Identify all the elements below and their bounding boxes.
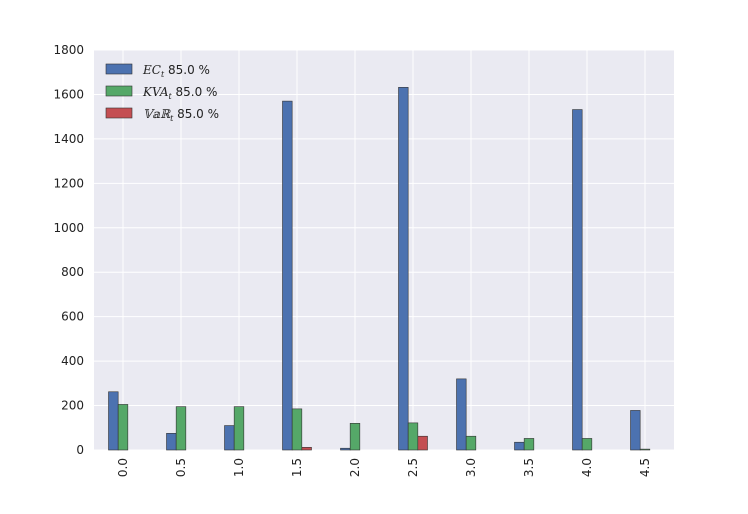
bar (398, 87, 409, 451)
y-tick-label: 800 (61, 265, 84, 279)
bar (581, 438, 593, 451)
legend-swatch (105, 107, 133, 119)
bar (456, 378, 467, 451)
bar (572, 109, 583, 451)
y-tick-label: 1600 (53, 87, 84, 101)
bar (630, 410, 641, 451)
y-tick-label: 1800 (53, 43, 84, 57)
y-tick-labels: 0 200 400 600 800 1000 1200 1400 1600 1800 (53, 43, 84, 457)
x-tick-label: 4.0 (580, 458, 594, 477)
bar (349, 423, 361, 451)
bar (417, 435, 428, 451)
bar (407, 422, 419, 451)
y-tick-label: 400 (61, 354, 84, 368)
y-tick-label: 200 (61, 399, 84, 413)
x-tick-labels: 0.0 0.5 1.0 1.5 2.0 2.5 3.0 3.5 4.0 4.5 (116, 458, 652, 477)
x-tick-label: 4.5 (638, 458, 652, 477)
bar (639, 448, 651, 451)
bar (224, 425, 235, 451)
bar (108, 391, 119, 451)
x-tick-label: 0.5 (174, 458, 188, 477)
bar (282, 100, 293, 451)
y-tick-label: 1000 (53, 221, 84, 235)
bar (301, 447, 312, 451)
legend: ECt 85.0 % KVAt 85.0 % 𝕍𝕒ℝt 85.0 % (105, 63, 219, 123)
bar (291, 408, 303, 451)
bar (465, 435, 477, 451)
bar (340, 447, 351, 451)
bar (175, 406, 187, 451)
x-tick-label: 2.5 (406, 458, 420, 477)
legend-label: KVAt 85.0 % (142, 85, 217, 101)
y-tick-label: 1200 (53, 176, 84, 190)
legend-swatch (105, 63, 133, 75)
y-tick-label: 1400 (53, 132, 84, 146)
bar (233, 406, 245, 451)
x-tick-label: 1.0 (232, 458, 246, 477)
x-tick-label: 0.0 (116, 458, 130, 477)
x-tick-label: 3.0 (464, 458, 478, 477)
x-tick-label: 1.5 (290, 458, 304, 477)
bar (117, 404, 129, 451)
grid-lines (94, 49, 674, 451)
y-tick-label: 0 (76, 443, 84, 457)
x-tick-label: 3.5 (522, 458, 536, 477)
x-tick-label: 2.0 (348, 458, 362, 477)
legend-label: ECt 85.0 % (142, 63, 210, 79)
legend-label: 𝕍𝕒ℝt 85.0 % (143, 107, 219, 123)
bar (523, 438, 535, 451)
legend-swatch (105, 85, 133, 97)
bar (166, 433, 177, 451)
bars (108, 87, 651, 451)
bar (514, 441, 525, 451)
y-tick-label: 600 (61, 310, 84, 324)
